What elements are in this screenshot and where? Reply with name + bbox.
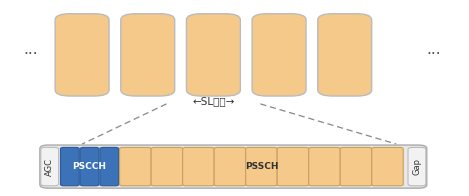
FancyBboxPatch shape <box>151 147 182 186</box>
Text: ←SL时隙→: ←SL时隙→ <box>192 96 234 106</box>
FancyBboxPatch shape <box>40 145 427 188</box>
FancyBboxPatch shape <box>277 147 309 186</box>
FancyBboxPatch shape <box>309 147 340 186</box>
FancyBboxPatch shape <box>80 147 99 186</box>
FancyBboxPatch shape <box>61 147 79 186</box>
FancyBboxPatch shape <box>340 147 372 186</box>
FancyBboxPatch shape <box>372 147 403 186</box>
FancyBboxPatch shape <box>55 14 109 96</box>
Text: PSSCH: PSSCH <box>245 162 278 171</box>
FancyBboxPatch shape <box>318 14 371 96</box>
FancyBboxPatch shape <box>121 14 174 96</box>
FancyBboxPatch shape <box>120 147 151 186</box>
FancyBboxPatch shape <box>214 147 246 186</box>
Text: PSCCH: PSCCH <box>73 162 106 171</box>
FancyBboxPatch shape <box>100 147 119 186</box>
Text: AGC: AGC <box>45 158 54 176</box>
FancyBboxPatch shape <box>246 147 277 186</box>
FancyBboxPatch shape <box>408 147 426 186</box>
FancyBboxPatch shape <box>252 14 306 96</box>
FancyBboxPatch shape <box>182 147 214 186</box>
FancyBboxPatch shape <box>186 14 240 96</box>
Text: Gap: Gap <box>412 158 422 175</box>
Text: ···: ··· <box>426 47 441 62</box>
FancyBboxPatch shape <box>41 147 59 186</box>
Text: ···: ··· <box>23 47 38 62</box>
